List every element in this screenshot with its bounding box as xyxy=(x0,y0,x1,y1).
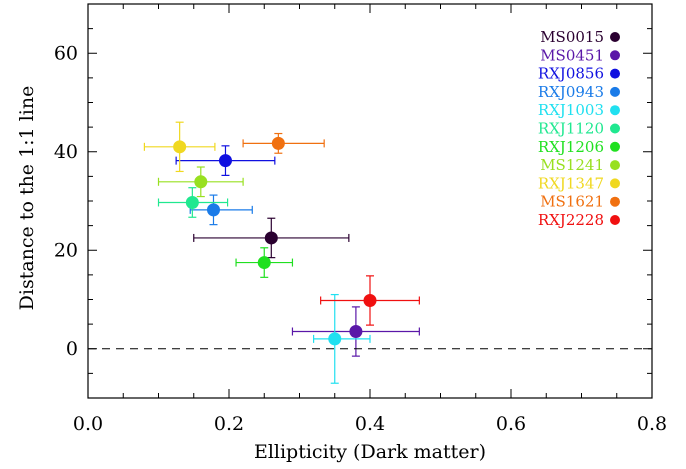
x-tick-label: 0.0 xyxy=(73,413,103,435)
data-points xyxy=(173,136,377,346)
data-point-rxj1120 xyxy=(185,195,199,209)
data-point-rxj1347 xyxy=(173,140,187,154)
data-point-ms0451 xyxy=(349,325,363,339)
x-axis-label: Ellipticity (Dark matter) xyxy=(254,441,486,463)
y-tick-label: 20 xyxy=(54,239,78,261)
legend-marker-rxj2228 xyxy=(610,215,620,225)
data-point-ms1241 xyxy=(194,175,208,189)
data-point-ms1621 xyxy=(271,136,285,150)
x-tick-label: 0.2 xyxy=(214,413,244,435)
x-tick-labels: 0.0 0.2 0.4 0.6 0.8 xyxy=(73,413,667,435)
legend-marker-rxj0943 xyxy=(610,86,620,97)
data-point-rxj1003 xyxy=(328,332,342,346)
legend-label-rxj1347: RXJ1347 xyxy=(538,174,604,192)
y-tick-label: 60 xyxy=(54,42,78,64)
legend-label-ms1241: MS1241 xyxy=(540,156,604,174)
legend-label-ms0451: MS0451 xyxy=(540,46,604,64)
data-point-rxj2228 xyxy=(363,293,377,307)
legend-label-rxj0856: RXJ0856 xyxy=(538,65,604,83)
y-axis-label: Distance to the 1:1 line xyxy=(16,86,38,311)
legend-label-ms0015: MS0015 xyxy=(540,28,604,46)
legend-marker-ms1241 xyxy=(610,160,620,171)
legend-marker-rxj1347 xyxy=(610,178,620,189)
legend-marker-ms0451 xyxy=(610,50,620,61)
data-point-ms0015 xyxy=(264,231,278,245)
data-point-rxj1206 xyxy=(257,256,271,270)
legend-label-rxj2228: RXJ2228 xyxy=(538,211,604,229)
legend: MS0015MS0451RXJ0856RXJ0943RXJ1003RXJ1120… xyxy=(538,28,620,229)
legend-label-ms1621: MS1621 xyxy=(540,193,604,211)
legend-marker-rxj0856 xyxy=(610,68,620,79)
x-tick-label: 0.4 xyxy=(355,413,385,435)
error-bars xyxy=(143,121,420,384)
legend-marker-rxj1003 xyxy=(610,105,620,116)
legend-marker-rxj1206 xyxy=(610,141,620,152)
x-tick-label: 0.6 xyxy=(496,413,526,435)
legend-label-rxj1120: RXJ1120 xyxy=(538,120,604,138)
legend-marker-ms1621 xyxy=(610,196,620,207)
legend-marker-ms0015 xyxy=(610,32,620,42)
y-tick-labels: 0 20 40 60 xyxy=(54,42,78,360)
y-tick-label: 0 xyxy=(66,338,78,360)
legend-label-rxj0943: RXJ0943 xyxy=(538,83,604,101)
data-point-rxj0856 xyxy=(218,154,232,168)
legend-marker-rxj1120 xyxy=(610,123,620,134)
error-bar-rxj1003 xyxy=(313,293,371,384)
legend-label-rxj1003: RXJ1003 xyxy=(538,101,604,119)
error-bar-rxj0943 xyxy=(189,194,253,226)
y-tick-label: 40 xyxy=(54,141,78,163)
legend-label-rxj1206: RXJ1206 xyxy=(538,138,604,156)
x-tick-label: 0.8 xyxy=(637,413,667,435)
data-point-rxj0943 xyxy=(206,203,220,217)
axis-ticks xyxy=(87,3,653,399)
